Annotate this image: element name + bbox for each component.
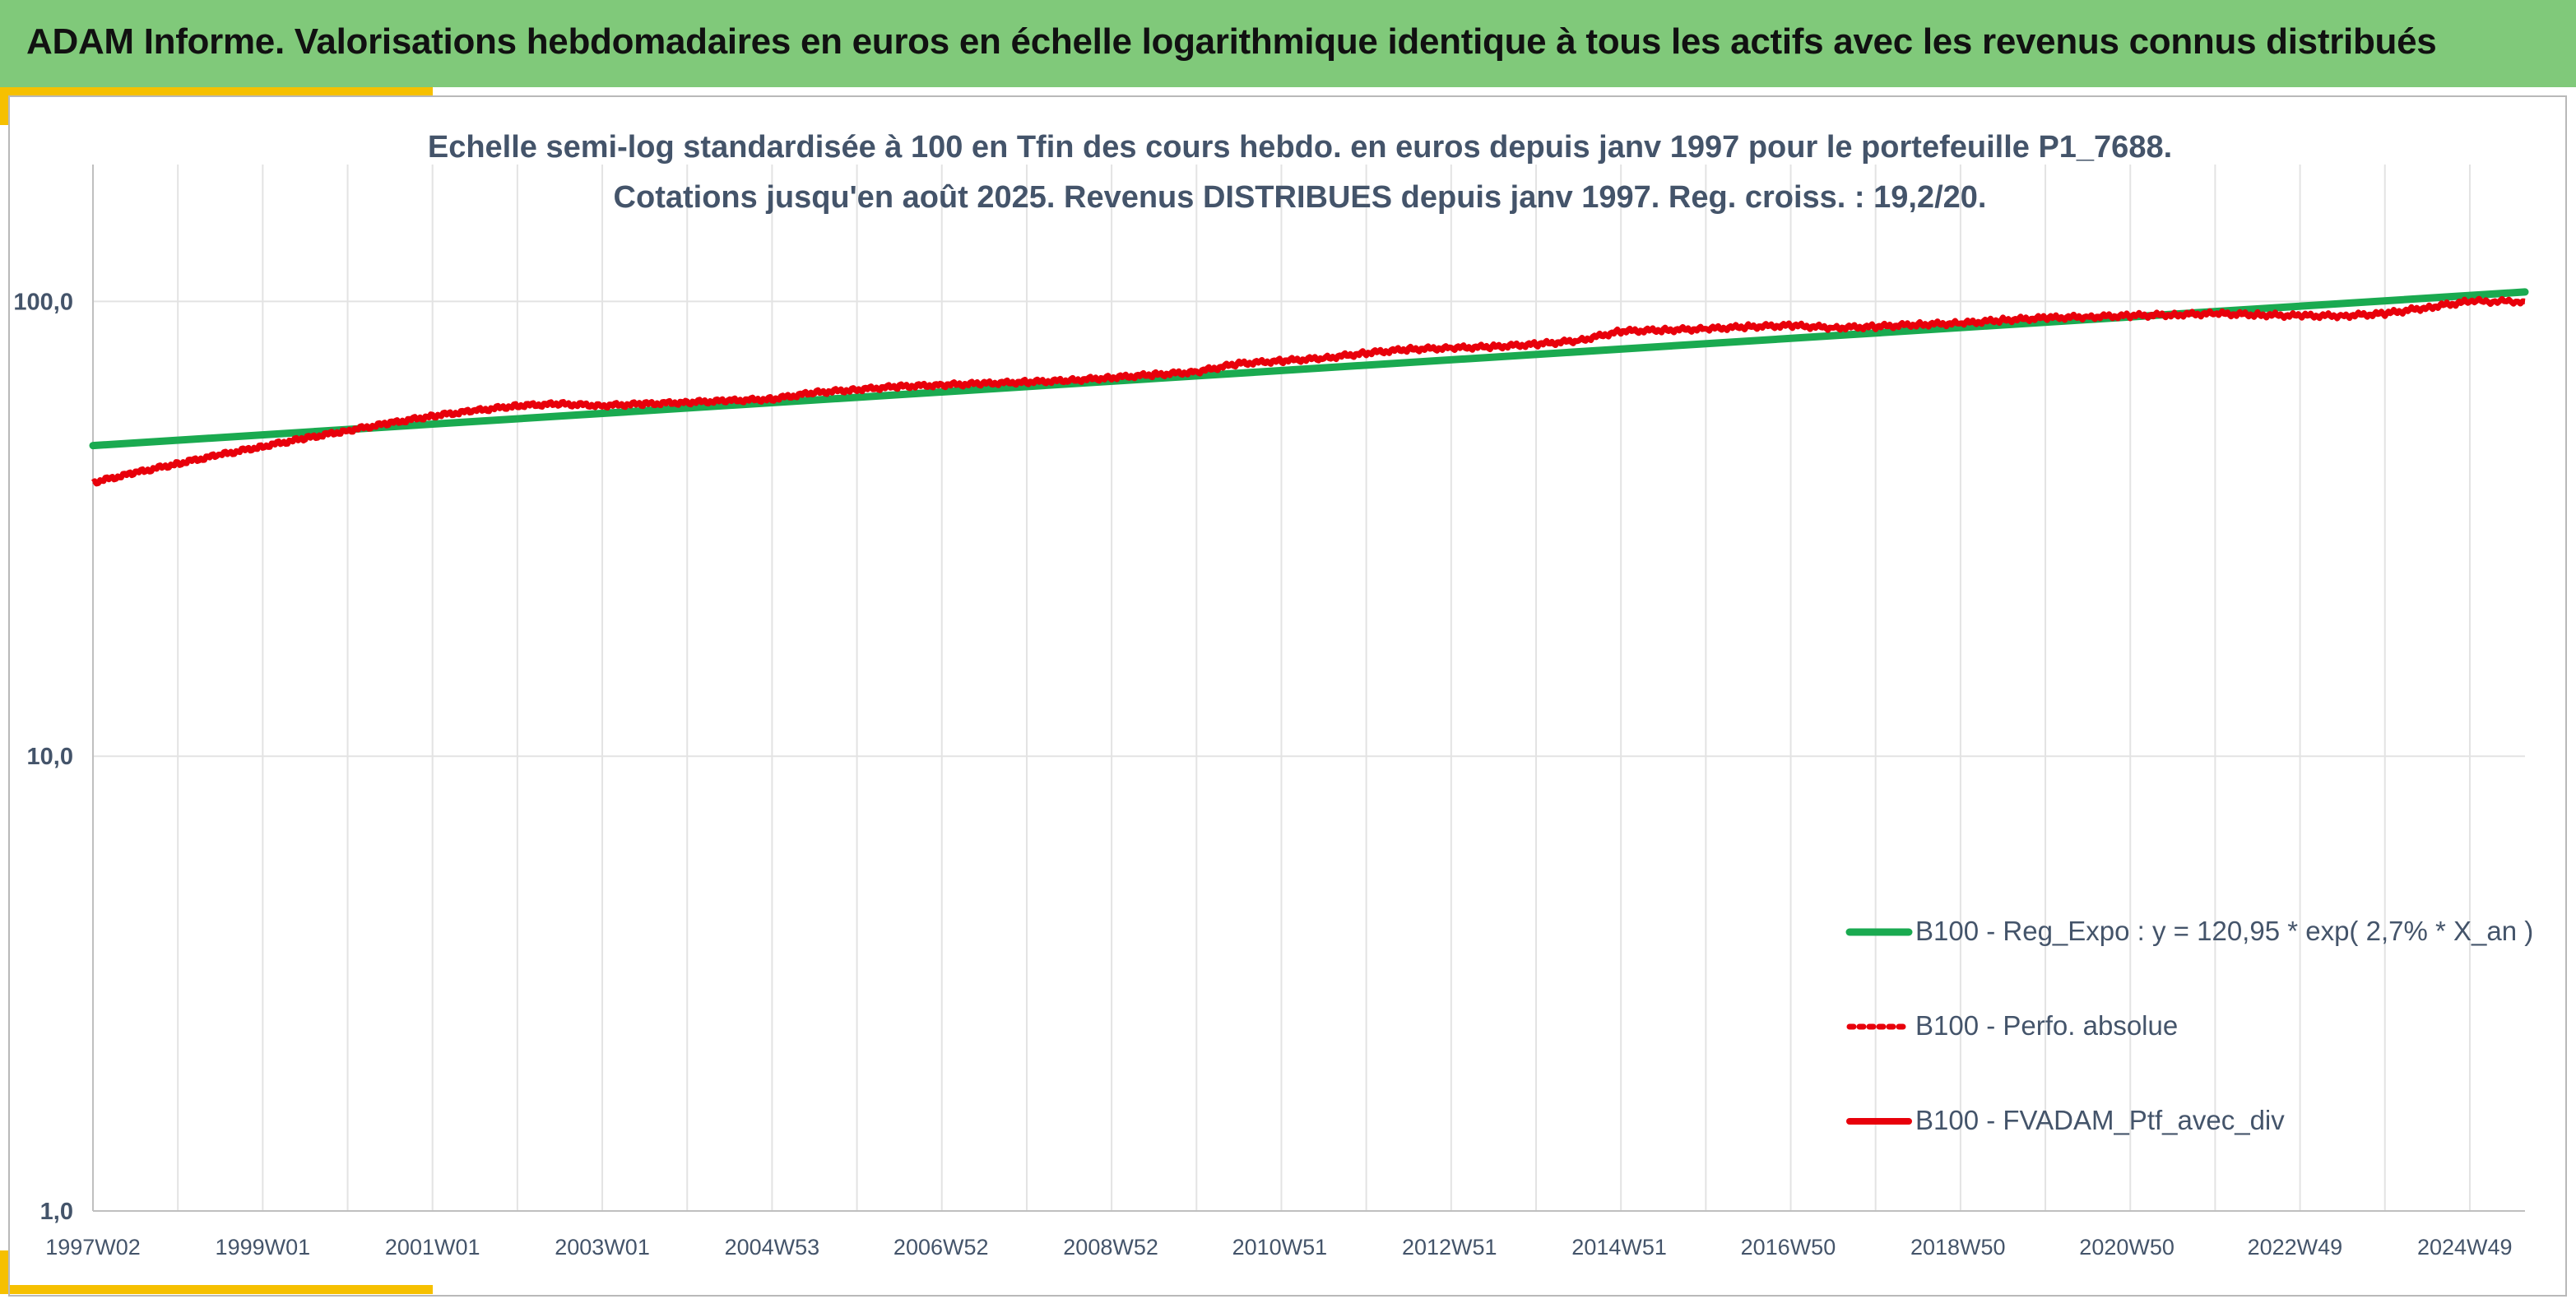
x-tick-label: 2012W51 <box>1402 1235 1497 1260</box>
x-tick-label: 2001W01 <box>385 1235 480 1260</box>
report-title: ADAM Informe. Valorisations hebdomadaire… <box>26 21 2437 62</box>
y-tick-label: 1,0 <box>40 1199 73 1225</box>
x-tick-label: 2010W51 <box>1232 1235 1328 1260</box>
report-header: ADAM Informe. Valorisations hebdomadaire… <box>0 0 2576 87</box>
x-tick-label: 1999W01 <box>216 1235 311 1260</box>
x-tick-label: 2006W52 <box>893 1235 989 1260</box>
legend-label: B100 - Reg_Expo : y = 120,95 * exp( 2,7%… <box>1915 916 2533 946</box>
x-tick-label: 2016W50 <box>1741 1235 1836 1260</box>
x-tick-label: 2024W49 <box>2417 1235 2513 1260</box>
grid <box>92 165 2525 1212</box>
x-tick-label: 2008W52 <box>1063 1235 1158 1260</box>
x-tick-label: 2018W50 <box>1910 1235 2006 1260</box>
chart-subtitle-line-1: Echelle semi-log standardisée à 100 en T… <box>428 130 2172 165</box>
x-tick-label: 2020W50 <box>2079 1235 2175 1260</box>
x-tick-label: 2014W51 <box>1571 1235 1667 1260</box>
legend-label: B100 - FVADAM_Ptf_avec_div <box>1915 1105 2285 1135</box>
frame-accent-left <box>0 87 9 125</box>
y-tick-label: 100,0 <box>13 289 73 315</box>
x-tick-label: 1997W02 <box>45 1235 141 1260</box>
x-tick-label: 2003W01 <box>555 1235 650 1260</box>
x-axis-ticks: 1997W02 1999W01 2001W01 2003W01 2004W53 2006W… <box>45 1235 2512 1260</box>
x-tick-label: 2004W53 <box>725 1235 820 1260</box>
legend: B100 - Reg_Expo : y = 120,95 * exp( 2,7%… <box>1845 916 2533 1135</box>
legend-label: B100 - Perfo. absolue <box>1915 1010 2178 1041</box>
y-tick-label: 10,0 <box>27 744 73 770</box>
series <box>89 288 2529 487</box>
frame-accent-bottom <box>0 1285 433 1294</box>
chart-frame <box>8 95 2567 1297</box>
frame-accent-bottom-left <box>0 1250 9 1294</box>
frame-accent-top <box>0 87 433 96</box>
series-portfolio-line <box>91 295 2526 487</box>
y-axis-ticks: 1,0 10,0 100,0 <box>13 289 73 1225</box>
x-tick-label: 2022W49 <box>2248 1235 2343 1260</box>
chart-subtitle-line-2: Cotations jusqu'en août 2025. Revenus DI… <box>614 180 1987 215</box>
